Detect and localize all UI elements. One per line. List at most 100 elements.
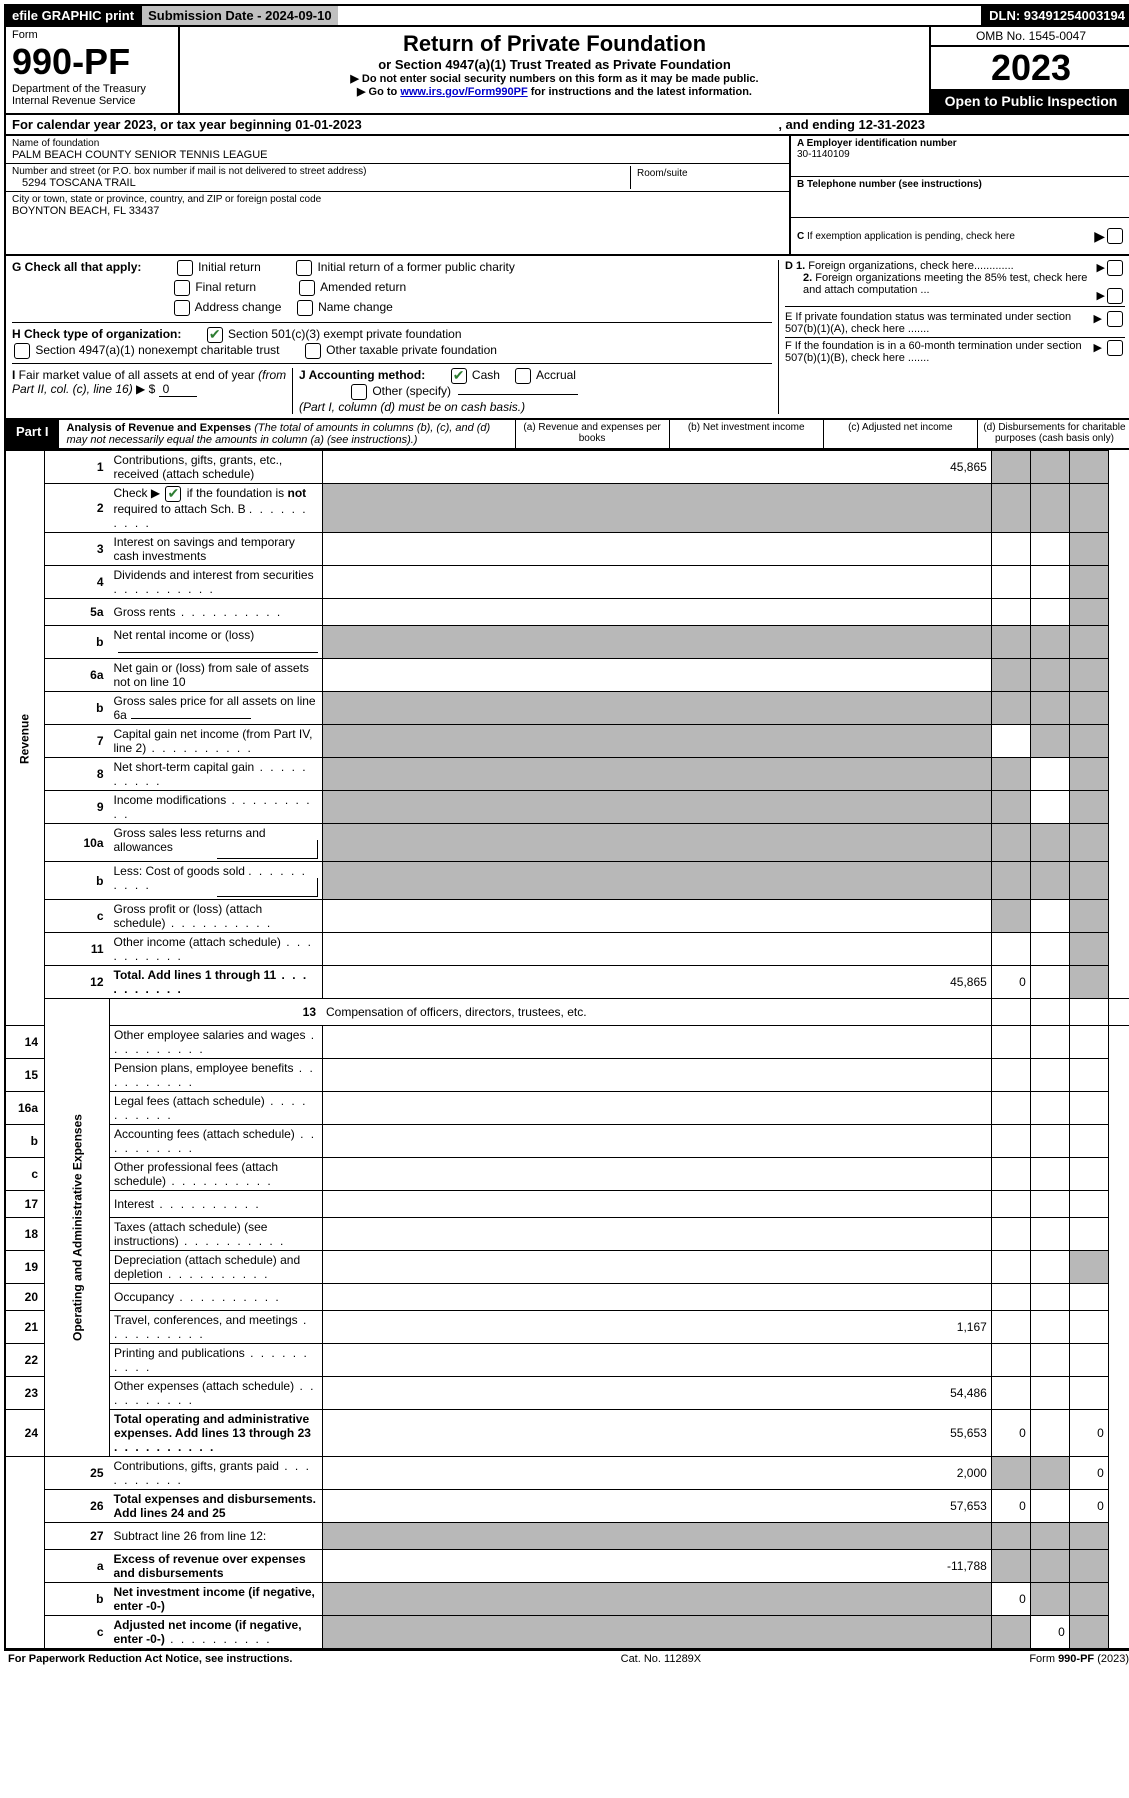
instr-link-row: ▶ Go to www.irs.gov/Form990PF for instru… [184, 85, 925, 98]
g-initial: Initial return [198, 260, 261, 274]
j-cash: Cash [472, 368, 500, 382]
j-accrual-checkbox[interactable] [515, 368, 531, 384]
instr-post: for instructions and the latest informat… [528, 86, 752, 98]
form-number: 990-PF [12, 41, 172, 83]
row-27c: Adjusted net income (if negative, enter … [110, 1616, 323, 1650]
row-24: Total operating and administrative expen… [110, 1410, 323, 1457]
g-initial-former: Initial return of a former public charit… [317, 260, 514, 274]
part1-header: Part I Analysis of Revenue and Expenses … [4, 420, 1129, 450]
row-26: Total expenses and disbursements. Add li… [110, 1490, 323, 1523]
irs: Internal Revenue Service [12, 95, 172, 107]
room-label: Room/suite [637, 168, 777, 179]
efile-print[interactable]: efile GRAPHIC print [6, 6, 140, 25]
r26-b: 0 [991, 1490, 1030, 1523]
check-sections: G Check all that apply: Initial return I… [4, 256, 1129, 420]
r27a-a: -11,788 [322, 1550, 991, 1583]
form-subtitle: or Section 4947(a)(1) Trust Treated as P… [184, 57, 925, 72]
part1-title: Analysis of Revenue and Expenses [67, 422, 252, 434]
row-20: Occupancy [110, 1284, 323, 1311]
e-checkbox[interactable] [1107, 311, 1123, 327]
form990pf-link[interactable]: www.irs.gov/Form990PF [400, 86, 527, 98]
g-final: Final return [195, 280, 256, 294]
r12-a: 45,865 [322, 966, 991, 999]
row-10b: Less: Cost of goods sold [110, 862, 323, 900]
row-10a: Gross sales less returns and allowances [110, 824, 323, 862]
r24-b: 0 [991, 1410, 1030, 1457]
form-title: Return of Private Foundation [184, 31, 925, 57]
g-name-checkbox[interactable] [297, 300, 313, 316]
row-27a: Excess of revenue over expenses and disb… [110, 1550, 323, 1583]
street-label: Number and street (or P.O. box number if… [12, 166, 630, 177]
row-6a: Net gain or (loss) from sale of assets n… [110, 659, 323, 692]
d1-checkbox[interactable] [1107, 260, 1123, 276]
row-7: Capital gain net income (from Part IV, l… [110, 725, 323, 758]
row-1: Contributions, gifts, grants, etc., rece… [110, 451, 323, 484]
row-5a: Gross rents [110, 599, 323, 626]
entity-block: Name of foundation PALM BEACH COUNTY SEN… [4, 136, 1129, 256]
r25-d: 0 [1069, 1457, 1108, 1490]
r26-a: 57,653 [322, 1490, 991, 1523]
ein-value: 30-1140109 [797, 149, 1125, 160]
row-22: Printing and publications [110, 1344, 323, 1377]
g-initial-checkbox[interactable] [177, 260, 193, 276]
g-name: Name change [318, 300, 393, 314]
tax-year: 2023 [931, 47, 1129, 89]
row-9: Income modifications [110, 791, 323, 824]
j-accrual: Accrual [536, 368, 576, 382]
row-8: Net short-term capital gain [110, 758, 323, 791]
r24-d: 0 [1069, 1410, 1108, 1457]
submission-date: Submission Date - 2024-09-10 [140, 6, 338, 25]
dln: DLN: 93491254003194 [981, 6, 1129, 25]
row-11: Other income (attach schedule) [110, 933, 323, 966]
f-checkbox[interactable] [1107, 340, 1123, 356]
cal-year-begin: For calendar year 2023, or tax year begi… [12, 117, 362, 132]
e-label: E If private foundation status was termi… [785, 311, 1093, 335]
row-18: Taxes (attach schedule) (see instruction… [110, 1218, 323, 1251]
g-address-checkbox[interactable] [174, 300, 190, 316]
footer-left: For Paperwork Reduction Act Notice, see … [8, 1653, 292, 1665]
h-label: H Check type of organization: [12, 327, 181, 341]
footer-right: Form 990-PF (2023) [1029, 1653, 1129, 1665]
g-amended-checkbox[interactable] [299, 280, 315, 296]
col-a-header: (a) Revenue and expenses per books [515, 420, 669, 448]
dept-treasury: Department of the Treasury [12, 83, 172, 95]
c-checkbox[interactable] [1107, 228, 1123, 244]
g-final-checkbox[interactable] [174, 280, 190, 296]
page-footer: For Paperwork Reduction Act Notice, see … [4, 1650, 1129, 1667]
g-address: Address change [195, 300, 282, 314]
g-initial-former-checkbox[interactable] [296, 260, 312, 276]
city-label: City or town, state or province, country… [12, 194, 783, 205]
row-23: Other expenses (attach schedule) [110, 1377, 323, 1410]
r27b-b: 0 [991, 1583, 1030, 1616]
calendar-year-row: For calendar year 2023, or tax year begi… [4, 115, 1129, 136]
revenue-label: Revenue [5, 451, 45, 1026]
r24-a: 55,653 [322, 1410, 991, 1457]
r23-a: 54,486 [322, 1377, 991, 1410]
row-16b: Accounting fees (attach schedule) [110, 1125, 323, 1158]
row-16a: Legal fees (attach schedule) [110, 1092, 323, 1125]
h-other-tax-checkbox[interactable] [305, 343, 321, 359]
h-other-tax: Other taxable private foundation [326, 343, 497, 357]
g-label: G Check all that apply: [12, 260, 141, 274]
j-cash-checkbox[interactable] [451, 368, 467, 384]
row-10c: Gross profit or (loss) (attach schedule) [110, 900, 323, 933]
h-501c3-checkbox[interactable] [207, 327, 223, 343]
row-16c: Other professional fees (attach schedule… [110, 1158, 323, 1191]
f-label: F If the foundation is in a 60-month ter… [785, 340, 1093, 364]
form-header: Form 990-PF Department of the Treasury I… [4, 27, 1129, 115]
form-word: Form [12, 29, 172, 41]
row-3: Interest on savings and temporary cash i… [110, 533, 323, 566]
spacer [338, 6, 982, 25]
h-4947-checkbox[interactable] [14, 343, 30, 359]
j-other-checkbox[interactable] [351, 384, 367, 400]
d2-checkbox[interactable] [1107, 288, 1123, 304]
instr-pre: ▶ Go to [357, 86, 400, 98]
fmv-value: 0 [159, 382, 197, 397]
phone-label: B Telephone number (see instructions) [797, 179, 1125, 190]
row-19: Depreciation (attach schedule) and deple… [110, 1251, 323, 1284]
top-bar: efile GRAPHIC print Submission Date - 20… [4, 4, 1129, 27]
schb-checkbox[interactable] [165, 486, 181, 502]
row-14: Other employee salaries and wages [110, 1026, 323, 1059]
open-public-inspection: Open to Public Inspection [931, 89, 1129, 113]
row-2: Check ▶ if the foundation is not require… [110, 484, 323, 533]
